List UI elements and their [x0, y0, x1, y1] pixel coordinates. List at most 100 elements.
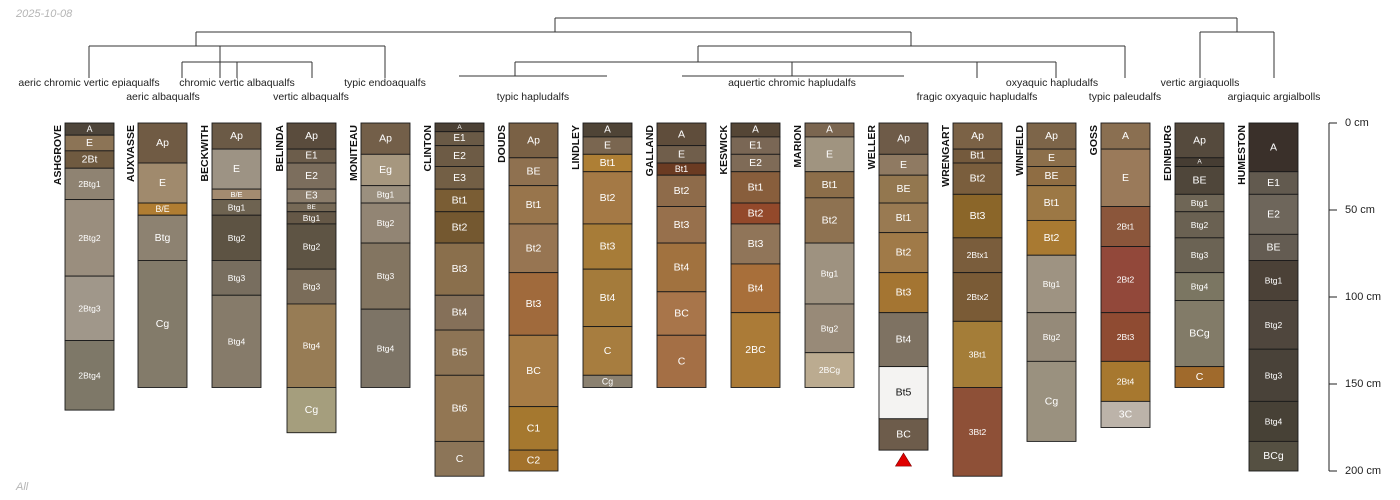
taxonomy-dendrogram	[88, 17, 1275, 78]
profile-auxvasse: Ap E B/E Btg Cg AUXVASSE	[125, 122, 188, 388]
horizon-bc	[878, 418, 929, 451]
horizon-label: A	[1270, 141, 1277, 153]
horizon-label: C1	[527, 422, 541, 434]
horizon-label: C	[1196, 371, 1204, 383]
horizon-label: A	[826, 124, 833, 135]
horizon-label: Btg4	[1265, 416, 1283, 426]
horizon-label: 2BCg	[819, 365, 841, 375]
horizon-label: Cg	[156, 318, 170, 330]
profile-beckwith: Ap E B/E Btg1 Btg2 Btg3 Btg4 BECKWITH	[199, 122, 262, 388]
horizon-label: E2	[749, 157, 762, 169]
profile-winfield: Ap E BE Bt1 Bt2 Btg1 Btg2 Cg WINFIELD	[1014, 122, 1077, 442]
horizon-bt2	[508, 223, 559, 274]
horizon-label: Bt1	[748, 181, 764, 193]
horizon-label: 2BC	[745, 344, 766, 356]
horizon-3bt2	[952, 387, 1003, 477]
horizon-label: Bt3	[896, 287, 912, 299]
horizon-label: E	[1048, 152, 1055, 164]
profile-name: WINFIELD	[1014, 125, 1026, 176]
profile-name: GALLAND	[644, 125, 656, 177]
horizon-2bc	[730, 312, 781, 388]
profile-name: GOSS	[1088, 125, 1100, 155]
horizon-label: A	[752, 124, 759, 135]
taxon-label-aquertic-chromic-hapludalfs: aquertic chromic hapludalfs	[728, 77, 856, 89]
horizon-label: 2Btg3	[78, 303, 100, 313]
horizon-label: 3Bt1	[969, 349, 987, 359]
horizon-label: Btg3	[303, 282, 321, 292]
horizon-ap	[211, 122, 262, 150]
horizon-label: E	[826, 148, 833, 160]
profile-name: WRENGART	[940, 124, 952, 186]
horizon-label: BE	[1044, 170, 1058, 182]
profile-weller: Ap E BE Bt1 Bt2 Bt3 Bt4 Bt5 BC WELLER	[866, 122, 929, 467]
horizon-label: E2	[305, 170, 318, 182]
horizon-label: Btg2	[1043, 332, 1061, 342]
horizon-label: C	[678, 355, 686, 367]
horizon-label: 2Bt1	[1117, 222, 1135, 232]
horizon-ap	[137, 122, 188, 164]
horizon-label: BC	[674, 308, 689, 320]
horizon-label: Ap	[230, 130, 243, 142]
horizon-label: Bt3	[748, 238, 764, 250]
horizon-label: Ap	[897, 133, 910, 145]
horizon-btg1	[804, 242, 855, 305]
horizon-label: Bt4	[896, 334, 912, 346]
horizon-ap	[1174, 122, 1225, 159]
horizon-label: E	[678, 148, 685, 160]
horizon-label: B/E	[230, 190, 242, 199]
horizon-label: Ap	[527, 134, 540, 146]
taxon-label-argiaquic-argialbolls: argiaquic argialbolls	[1228, 91, 1321, 103]
horizon-bt3	[730, 223, 781, 265]
horizon-label: Bt2	[674, 185, 690, 197]
taxon-label-oxyaquic-hapludalfs: oxyaquic hapludalfs	[1006, 77, 1098, 89]
horizon-c1	[508, 406, 559, 451]
profile-wrengart: Ap Bt1 Bt2 Bt3 2Btx1 2Btx2 3Bt1 3Bt2 WRENGART	[940, 122, 1003, 477]
horizon-label: Bt2	[822, 214, 838, 226]
horizon-label: Cg	[1045, 395, 1059, 407]
horizon-2btg1	[64, 167, 115, 201]
profile-name: ASHGROVE	[52, 125, 64, 185]
horizon-label: Ap	[156, 137, 169, 149]
axis-tick-label: 100 cm	[1345, 291, 1381, 303]
horizon-label: Bt3	[600, 241, 616, 253]
horizon-label: Bt2	[600, 192, 616, 204]
axis-tick-label: 50 cm	[1345, 204, 1375, 216]
horizon-label: A	[1122, 130, 1129, 142]
horizon-btg3	[1174, 237, 1225, 274]
horizon-label: Bt2	[1044, 232, 1060, 244]
horizon-label: Ap	[1193, 134, 1206, 146]
horizon-bt4	[878, 312, 929, 368]
profile-name: KESWICK	[718, 125, 730, 175]
horizon-label: Cg	[602, 376, 613, 386]
horizon-bt5	[878, 366, 929, 420]
horizon-label: 3Bt2	[969, 427, 987, 437]
horizon-btg4	[211, 294, 262, 388]
horizon-bt6	[434, 374, 485, 442]
horizon-label: E1	[453, 133, 466, 144]
horizon-label: Btg2	[377, 218, 395, 228]
profile-belinda: Ap E1 E2 E3 BE Btg1 Btg2 Btg3 Btg4 Cg BELINDA	[274, 122, 337, 434]
horizon-2btg4	[64, 340, 115, 411]
horizon-label: A	[604, 124, 611, 135]
horizon-label: C	[456, 453, 464, 465]
horizon-ap	[952, 122, 1003, 150]
horizon-label: E	[900, 159, 907, 171]
profile-marion: A E Bt1 Bt2 Btg1 Btg2 2BCg MARION	[792, 122, 855, 388]
horizon-label: A	[87, 124, 93, 134]
taxon-label-vertic-argiaquolls: vertic argiaquolls	[1161, 77, 1240, 89]
horizon-label: Bt1	[822, 179, 838, 191]
taxon-label-chromic-vertic-albaqualfs: chromic vertic albaqualfs	[179, 77, 295, 89]
horizon-label: BE	[307, 204, 316, 211]
taxonomy-labels: aeric chromic vertic epiaqualfs chromic v…	[18, 77, 1320, 103]
horizon-2bt1	[1100, 206, 1151, 247]
horizon-label: 2Bt3	[1117, 332, 1135, 342]
profile-ashgrove: AE 2Bt 2Btg1 2Btg2 2Btg3 2Btg4 ASHGROVE	[52, 122, 115, 411]
horizon-btg3	[1248, 348, 1299, 402]
horizon-label: BE	[1266, 241, 1280, 253]
horizon-label: BE	[896, 183, 910, 195]
horizon-e2	[1248, 193, 1299, 235]
axis-tick-label: 0 cm	[1345, 117, 1369, 129]
horizon-eg	[360, 153, 411, 187]
horizon-label: Bt3	[674, 219, 690, 231]
